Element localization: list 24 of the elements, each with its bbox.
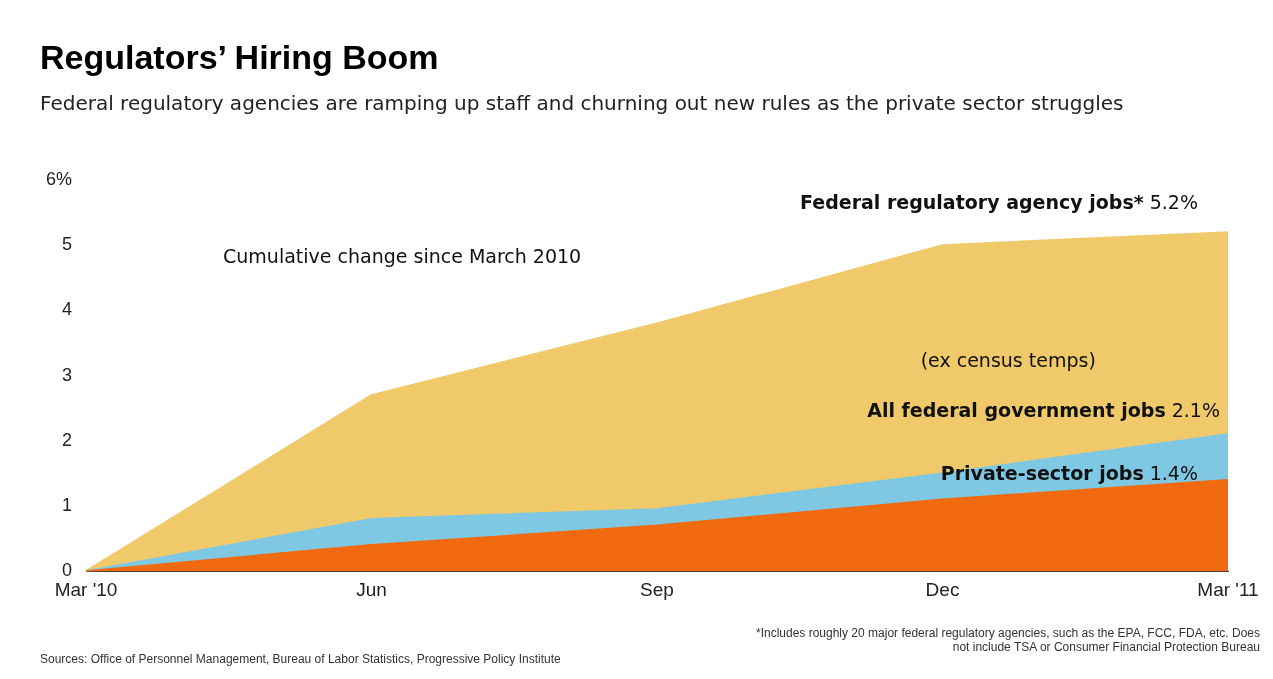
y-tick-label: 6% (46, 168, 73, 189)
x-tick-label: Sep (640, 578, 674, 600)
data-label: 2.1% (1165, 399, 1220, 422)
series-label: Federal regulatory agency jobs* (800, 191, 1144, 214)
chart-subtitle: Federal regulatory agencies are ramping up staff and churning out new rules as the private sector struggles (40, 90, 1125, 116)
y-tick-label: 4 (62, 299, 73, 320)
annotation: (ex census temps) (920, 348, 1096, 371)
x-tick-label: Jun (356, 578, 387, 600)
y-tick-label: 5 (62, 234, 73, 255)
source-note: Sources: Office of Personnel Management, Bureau of Labor Statistics, Progressive Policy Institute (40, 652, 561, 666)
series-label: Private-sector jobs (940, 461, 1144, 484)
y-tick-label: 3 (62, 364, 73, 385)
y-tick-label: 2 (62, 429, 73, 450)
text: *Includes roughly 20 major federal regulatory agencies, such as the EPA, FCC, FDA, etc. Does not include TSA or Consumer Financial Protection Bureau (754, 626, 1260, 654)
x-tick-label: Dec (925, 578, 960, 600)
x-tick-label: Mar '11 (1197, 578, 1259, 600)
annotation: Cumulative change since March 2010 (223, 245, 582, 268)
y-tick-label: 0 (62, 560, 73, 581)
x-tick-label: Mar '10 (54, 578, 118, 600)
y-tick-label: 1 (62, 494, 73, 515)
data-label: 5.2% (1143, 191, 1198, 214)
chart-title: Regulators’ Hiring Boom (40, 38, 439, 77)
data-label: 1.4% (1143, 461, 1198, 484)
series-label: All federal government jobs (867, 399, 1166, 422)
